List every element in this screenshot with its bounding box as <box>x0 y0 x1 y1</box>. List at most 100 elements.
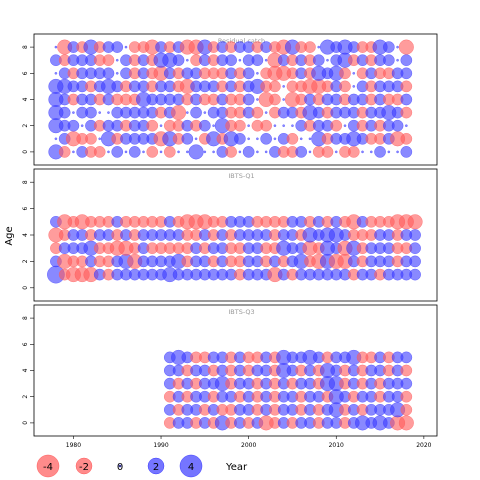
residual-bubble <box>124 45 128 49</box>
residual-bubble <box>172 54 185 67</box>
y-tick-label: 6 <box>22 207 29 211</box>
residual-bubble <box>304 41 316 53</box>
residual-bubble <box>326 58 329 62</box>
x-tick-label: 1980 <box>66 442 81 449</box>
residual-bubble <box>186 58 189 62</box>
residual-bubble <box>400 80 413 93</box>
residual-bubble <box>107 111 110 114</box>
residual-bubble <box>339 67 351 80</box>
residual-bubble <box>247 137 250 141</box>
residual-bubbles <box>47 214 423 284</box>
residual-bubble <box>400 351 413 364</box>
residual-bubble <box>407 214 423 230</box>
legend-label: 0 <box>117 462 123 473</box>
residual-bubble <box>256 150 259 154</box>
y-tick-label: 0 <box>22 286 29 290</box>
residual-bubble <box>203 111 207 114</box>
residual-bubble <box>400 403 413 416</box>
residual-bubble <box>347 146 360 158</box>
residual-bubble <box>398 39 414 55</box>
panel-title: IBTS-Q1 <box>228 172 254 180</box>
residual-bubble <box>398 415 414 431</box>
residual-bubble <box>115 72 119 75</box>
residual-bubble <box>242 67 255 80</box>
y-tick-label: 6 <box>22 342 29 346</box>
residual-bubble <box>308 150 312 154</box>
residual-bubble <box>58 146 71 158</box>
residual-bubble <box>58 106 71 119</box>
residual-bubble <box>383 54 395 67</box>
panels: Residual catch 0 2 4 6 8 IBTS-Q1 0 2 4 6 8 IBTS-Q3 0 2… <box>22 33 438 437</box>
y-tick-label: 8 <box>22 316 29 320</box>
residual-bubble <box>212 124 215 127</box>
y-tick-label: 4 <box>22 97 29 101</box>
residual-bubble <box>400 106 413 119</box>
y-tick-label: 4 <box>22 233 29 237</box>
y-tick-label: 2 <box>22 259 29 263</box>
legend-year-label: Year <box>225 462 248 473</box>
residual-bubble <box>159 150 163 154</box>
residual-bubble <box>181 132 194 145</box>
residual-bubble <box>409 255 421 268</box>
x-tick-label: 1990 <box>153 442 168 449</box>
residual-bubble <box>199 119 211 132</box>
residual-bubble <box>273 137 277 141</box>
residual-bubble <box>260 132 272 145</box>
residual-bubble <box>238 150 242 154</box>
residual-bubble <box>146 119 159 132</box>
residual-bubble <box>391 119 404 132</box>
residual-bubble <box>400 146 413 158</box>
residual-bubble <box>334 150 338 154</box>
residual-bubble <box>102 67 115 80</box>
residual-bubble <box>98 111 102 114</box>
residual-bubble <box>111 146 124 158</box>
legend-label: -4 <box>43 462 53 473</box>
residual-bubble <box>264 150 268 154</box>
residual-bubble <box>234 119 246 132</box>
residual-bubble <box>146 146 159 158</box>
panel-title: IBTS-Q3 <box>228 308 254 316</box>
residual-bubble <box>242 93 255 106</box>
residual-bubble <box>72 111 75 114</box>
residual-bubble <box>369 150 373 154</box>
residual-bubble <box>409 242 421 254</box>
residual-bubble <box>352 72 356 75</box>
residual-bubble <box>321 146 334 158</box>
legend-bubble <box>75 457 93 475</box>
residual-bubble <box>264 58 268 62</box>
residual-bubbles <box>48 39 414 160</box>
residual-bubble <box>299 137 303 141</box>
y-tick-label: 8 <box>22 45 29 49</box>
residual-bubble <box>194 137 198 141</box>
residual-bubble <box>308 137 312 141</box>
residual-bubble <box>383 41 395 53</box>
residual-bubble <box>400 377 413 390</box>
residual-bubble <box>115 58 119 62</box>
x-tick-label: 2020 <box>416 442 431 449</box>
residual-bubble <box>85 132 97 145</box>
residual-bubble <box>203 150 207 154</box>
residual-bubble <box>72 150 75 154</box>
y-axis-label: Age <box>4 226 15 245</box>
residual-bubble <box>400 67 413 80</box>
residual-bubble <box>256 137 259 141</box>
residual-bubble <box>396 150 399 154</box>
residual-bubble <box>396 58 399 62</box>
residual-bubble <box>269 93 281 106</box>
residual-bubble <box>400 364 413 377</box>
legend-bubble <box>147 457 165 475</box>
residual-bubble <box>291 124 294 127</box>
residual-bubble <box>352 85 356 88</box>
residual-bubble <box>93 146 106 158</box>
residual-bubble <box>361 150 364 154</box>
residual-bubble <box>282 98 285 101</box>
residual-bubble <box>107 150 110 154</box>
residual-bubble <box>225 146 237 158</box>
residual-bubble <box>234 132 246 145</box>
residual-bubble <box>405 124 408 127</box>
residual-bubble <box>339 80 351 93</box>
residual-bubble <box>242 146 255 158</box>
residual-bubble <box>177 150 180 154</box>
x-tick-label: 2000 <box>241 442 256 449</box>
